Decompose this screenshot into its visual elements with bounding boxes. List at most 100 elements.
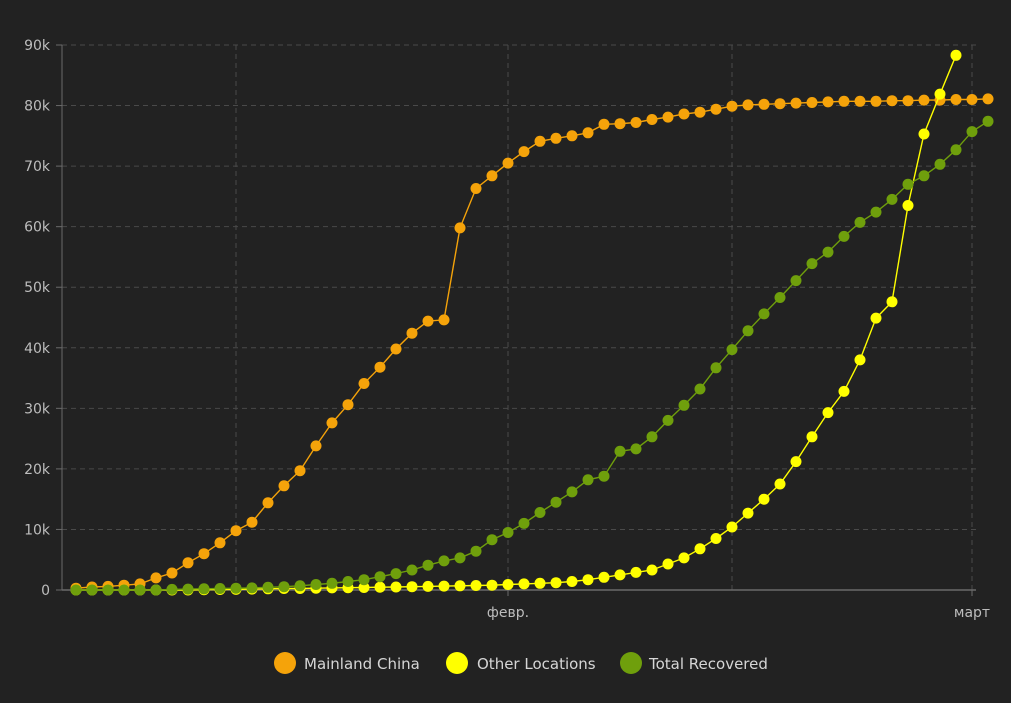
data-point-mainland-china[interactable] xyxy=(806,97,818,108)
data-point-total-recovered[interactable] xyxy=(134,584,146,596)
data-point-other-locations[interactable] xyxy=(790,456,802,468)
data-point-mainland-china[interactable] xyxy=(614,118,626,130)
data-point-total-recovered[interactable] xyxy=(502,527,514,538)
data-point-other-locations[interactable] xyxy=(774,478,786,490)
data-point-mainland-china[interactable] xyxy=(982,93,994,105)
data-point-mainland-china[interactable] xyxy=(326,417,338,429)
data-point-total-recovered[interactable] xyxy=(102,584,114,596)
data-point-total-recovered[interactable] xyxy=(774,292,786,303)
data-point-mainland-china[interactable] xyxy=(390,343,402,355)
data-point-other-locations[interactable] xyxy=(710,533,722,544)
data-point-mainland-china[interactable] xyxy=(774,98,786,110)
data-point-other-locations[interactable] xyxy=(742,507,754,519)
data-point-total-recovered[interactable] xyxy=(966,126,978,138)
data-point-mainland-china[interactable] xyxy=(550,132,562,144)
data-point-mainland-china[interactable] xyxy=(534,135,546,147)
data-point-mainland-china[interactable] xyxy=(358,378,370,389)
data-point-total-recovered[interactable] xyxy=(838,230,850,242)
data-point-total-recovered[interactable] xyxy=(694,383,706,395)
data-point-other-locations[interactable] xyxy=(534,577,546,589)
data-point-other-locations[interactable] xyxy=(806,431,818,443)
data-point-other-locations[interactable] xyxy=(646,564,658,576)
data-point-other-locations[interactable] xyxy=(758,493,770,505)
data-point-mainland-china[interactable] xyxy=(214,537,226,549)
data-point-total-recovered[interactable] xyxy=(870,206,882,218)
data-point-total-recovered[interactable] xyxy=(806,258,818,270)
data-point-total-recovered[interactable] xyxy=(598,470,610,482)
data-point-other-locations[interactable] xyxy=(486,579,498,591)
data-point-total-recovered[interactable] xyxy=(918,170,930,182)
data-point-total-recovered[interactable] xyxy=(646,431,658,443)
data-point-total-recovered[interactable] xyxy=(822,246,834,258)
data-point-total-recovered[interactable] xyxy=(934,158,946,170)
data-point-mainland-china[interactable] xyxy=(294,465,306,477)
data-point-other-locations[interactable] xyxy=(822,407,834,419)
data-point-total-recovered[interactable] xyxy=(390,568,402,580)
data-point-other-locations[interactable] xyxy=(870,312,882,324)
data-point-other-locations[interactable] xyxy=(582,574,594,586)
data-point-total-recovered[interactable] xyxy=(150,584,162,596)
data-point-mainland-china[interactable] xyxy=(694,106,706,118)
data-point-mainland-china[interactable] xyxy=(486,170,498,182)
data-point-mainland-china[interactable] xyxy=(950,94,962,105)
data-point-other-locations[interactable] xyxy=(662,558,674,570)
data-point-mainland-china[interactable] xyxy=(726,100,738,112)
data-point-total-recovered[interactable] xyxy=(582,474,594,486)
data-point-total-recovered[interactable] xyxy=(454,552,466,564)
data-point-total-recovered[interactable] xyxy=(902,178,914,190)
data-point-mainland-china[interactable] xyxy=(166,567,178,579)
data-point-total-recovered[interactable] xyxy=(198,583,210,595)
data-point-other-locations[interactable] xyxy=(502,579,514,590)
data-point-other-locations[interactable] xyxy=(566,576,578,587)
data-point-other-locations[interactable] xyxy=(422,580,434,592)
data-point-mainland-china[interactable] xyxy=(454,222,466,234)
data-point-other-locations[interactable] xyxy=(470,580,482,591)
data-point-other-locations[interactable] xyxy=(838,385,850,397)
data-point-total-recovered[interactable] xyxy=(534,507,546,518)
data-point-total-recovered[interactable] xyxy=(86,584,98,596)
data-point-total-recovered[interactable] xyxy=(886,193,898,205)
data-point-total-recovered[interactable] xyxy=(70,584,82,596)
data-point-total-recovered[interactable] xyxy=(614,445,626,457)
data-point-mainland-china[interactable] xyxy=(790,97,802,109)
data-point-mainland-china[interactable] xyxy=(758,98,770,110)
data-point-mainland-china[interactable] xyxy=(678,108,690,120)
data-point-total-recovered[interactable] xyxy=(118,584,130,596)
data-point-total-recovered[interactable] xyxy=(982,115,994,127)
data-point-total-recovered[interactable] xyxy=(294,580,306,592)
data-point-other-locations[interactable] xyxy=(518,578,530,590)
data-point-other-locations[interactable] xyxy=(886,296,898,308)
data-point-other-locations[interactable] xyxy=(438,580,450,592)
data-point-mainland-china[interactable] xyxy=(838,95,850,107)
data-point-other-locations[interactable] xyxy=(854,354,866,366)
data-point-other-locations[interactable] xyxy=(934,88,946,100)
data-point-total-recovered[interactable] xyxy=(566,486,578,498)
data-point-other-locations[interactable] xyxy=(454,580,466,592)
data-point-mainland-china[interactable] xyxy=(582,127,594,139)
data-point-mainland-china[interactable] xyxy=(438,314,450,326)
data-point-total-recovered[interactable] xyxy=(790,275,802,287)
data-point-total-recovered[interactable] xyxy=(758,308,770,320)
data-point-total-recovered[interactable] xyxy=(214,583,226,594)
data-point-mainland-china[interactable] xyxy=(662,111,674,123)
legend-item-other-locations[interactable]: Other Locations xyxy=(446,652,596,674)
data-point-mainland-china[interactable] xyxy=(822,96,834,108)
data-point-other-locations[interactable] xyxy=(950,49,962,61)
data-point-mainland-china[interactable] xyxy=(470,183,482,194)
legend[interactable]: Mainland China Other Locations Total Recov… xyxy=(274,652,768,674)
data-point-other-locations[interactable] xyxy=(918,128,930,140)
data-point-other-locations[interactable] xyxy=(678,552,690,564)
data-point-total-recovered[interactable] xyxy=(470,545,482,557)
data-point-mainland-china[interactable] xyxy=(598,118,610,130)
data-point-other-locations[interactable] xyxy=(550,577,562,589)
data-point-total-recovered[interactable] xyxy=(278,581,290,593)
data-point-total-recovered[interactable] xyxy=(262,581,274,593)
data-point-total-recovered[interactable] xyxy=(950,144,962,156)
data-point-total-recovered[interactable] xyxy=(326,577,338,589)
data-point-total-recovered[interactable] xyxy=(310,579,322,590)
data-point-mainland-china[interactable] xyxy=(310,440,322,452)
data-point-mainland-china[interactable] xyxy=(710,103,722,115)
data-point-total-recovered[interactable] xyxy=(166,583,178,595)
data-point-total-recovered[interactable] xyxy=(438,555,450,567)
data-point-mainland-china[interactable] xyxy=(246,516,258,528)
